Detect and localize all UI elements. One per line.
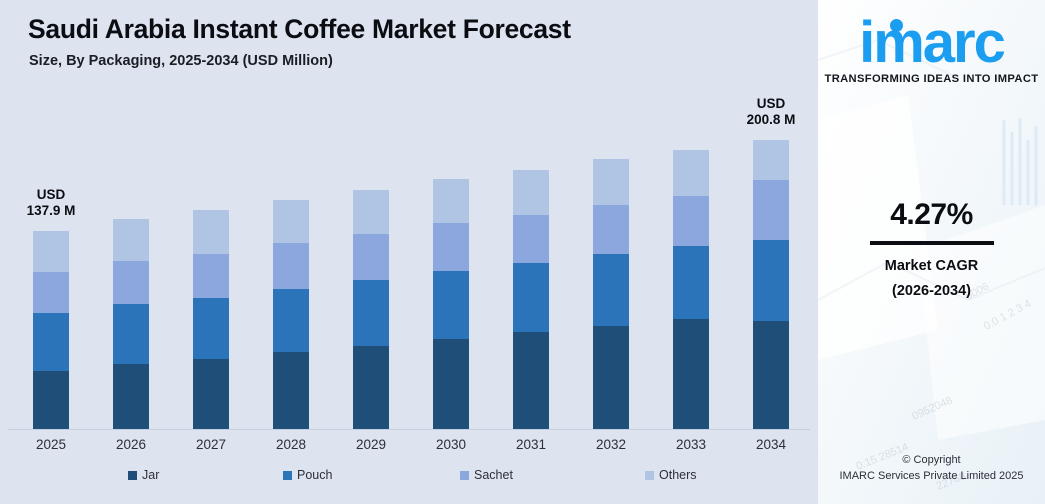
cagr-label: Market CAGR (2026-2034) — [818, 254, 1045, 304]
bar-segment-jar-2029[interactable] — [353, 345, 389, 429]
bar-segment-others-2026[interactable] — [113, 219, 149, 262]
x-axis-label-2031: 2031 — [515, 437, 547, 452]
bar-segment-jar-2033[interactable] — [673, 319, 709, 429]
first-bar-value-line2: 137.9 M — [26, 202, 76, 218]
bar-2026[interactable] — [113, 219, 149, 429]
page-title: Saudi Arabia Instant Coffee Market Forec… — [28, 14, 571, 44]
legend-item-pouch[interactable]: Pouch — [283, 468, 332, 482]
x-axis-label-2025: 2025 — [35, 437, 67, 452]
legend-swatch-jar-icon — [128, 470, 137, 480]
x-axis-label-2032: 2032 — [595, 437, 627, 452]
brand-panel: 5006 0.0 1 2 3 4 0952048 0.15 28514 2276… — [818, 0, 1045, 504]
first-bar-value-line1: USD — [36, 186, 66, 202]
legend-item-sachet[interactable]: Sachet — [460, 468, 513, 482]
first-bar-value-label: USD 137.9 M — [0, 187, 111, 219]
legend-swatch-pouch-icon — [283, 470, 292, 480]
legend-swatch-others-icon — [645, 470, 654, 480]
bar-segment-jar-2025[interactable] — [33, 370, 69, 429]
bar-2032[interactable] — [593, 159, 629, 429]
chart-legend: Jar Pouch Sachet Others — [0, 468, 818, 492]
bar-segment-jar-2034[interactable] — [753, 321, 789, 429]
bar-2031[interactable] — [513, 169, 549, 429]
bar-segment-jar-2032[interactable] — [593, 325, 629, 429]
bar-segment-jar-2026[interactable] — [113, 364, 149, 429]
bar-segment-others-2034[interactable] — [753, 140, 789, 181]
legend-label-others: Others — [659, 468, 697, 482]
bar-segment-sachet-2029[interactable] — [353, 233, 389, 281]
legend-label-pouch: Pouch — [297, 468, 333, 482]
bar-segment-pouch-2027[interactable] — [193, 298, 229, 360]
bar-segment-sachet-2027[interactable] — [193, 253, 229, 299]
bar-segment-others-2027[interactable] — [193, 210, 229, 254]
bar-segment-pouch-2028[interactable] — [273, 289, 309, 353]
bar-segment-pouch-2030[interactable] — [433, 271, 469, 339]
logo-tagline: TRANSFORMING IDEAS INTO IMPACT — [824, 73, 1039, 85]
x-axis-label-2033: 2033 — [675, 437, 707, 452]
x-axis-label-2030: 2030 — [435, 437, 467, 452]
bar-segment-pouch-2034[interactable] — [753, 240, 789, 322]
bar-segment-jar-2027[interactable] — [193, 359, 229, 429]
bar-segment-pouch-2033[interactable] — [673, 245, 709, 320]
chart-panel: Saudi Arabia Instant Coffee Market Forec… — [0, 14, 818, 492]
bar-segment-sachet-2026[interactable] — [113, 261, 149, 305]
bar-segment-others-2031[interactable] — [513, 169, 549, 215]
bar-2029[interactable] — [353, 190, 389, 429]
last-bar-value-label: USD 200.8 M — [711, 96, 831, 128]
bar-segment-pouch-2031[interactable] — [513, 263, 549, 333]
bar-segment-sachet-2025[interactable] — [33, 271, 69, 313]
bar-segment-pouch-2026[interactable] — [113, 304, 149, 365]
stacked-bar-chart: 2025 2026 2027 2028 2029 2030 2031 2032 2033 2034 — [8, 140, 810, 452]
cagr-label-line1: Market CAGR — [884, 258, 979, 274]
x-axis-label-2026: 2026 — [115, 437, 147, 452]
bar-segment-others-2028[interactable] — [273, 200, 309, 244]
bar-segment-others-2030[interactable] — [433, 179, 469, 224]
x-axis-label-2027: 2027 — [195, 437, 227, 452]
x-axis-label-2034: 2034 — [755, 437, 787, 452]
bar-segment-others-2029[interactable] — [353, 190, 389, 234]
legend-label-jar: Jar — [142, 468, 160, 482]
bar-2025[interactable] — [33, 230, 69, 429]
bar-segment-sachet-2034[interactable] — [753, 180, 789, 241]
logo-wordmark: imarc — [859, 10, 1006, 75]
bar-segment-sachet-2028[interactable] — [273, 243, 309, 290]
copyright-line1: © Copyright — [902, 454, 961, 466]
bar-segment-sachet-2031[interactable] — [513, 214, 549, 264]
bar-segment-jar-2028[interactable] — [273, 352, 309, 429]
x-axis-label-2028: 2028 — [275, 437, 307, 452]
bar-segment-others-2032[interactable] — [593, 159, 629, 206]
bar-2033[interactable] — [673, 149, 709, 429]
bar-segment-pouch-2025[interactable] — [33, 312, 69, 371]
legend-item-others[interactable]: Others — [645, 468, 697, 482]
last-bar-value-line2: 200.8 M — [746, 112, 796, 127]
bar-segment-pouch-2032[interactable] — [593, 253, 629, 326]
bar-segment-sachet-2030[interactable] — [433, 223, 469, 272]
bar-segment-sachet-2033[interactable] — [673, 196, 709, 246]
bar-segment-others-2025[interactable] — [33, 230, 69, 272]
last-bar-value-line1: USD — [756, 96, 786, 111]
panel-background-graphic: 5006 0.0 1 2 3 4 0952048 0.15 28514 2276… — [818, 0, 1045, 504]
page-subtitle: Size, By Packaging, 2025-2034 (USD Milli… — [29, 53, 333, 69]
cagr-label-line2: (2026-2034) — [892, 283, 971, 299]
bar-2034[interactable] — [753, 140, 789, 429]
bar-2030[interactable] — [433, 179, 469, 429]
logo-dot-icon — [890, 19, 904, 32]
axis-baseline — [8, 429, 810, 430]
legend-swatch-sachet-icon — [460, 470, 469, 480]
bar-segment-sachet-2032[interactable] — [593, 205, 629, 254]
cagr-divider — [870, 241, 994, 245]
bar-segment-pouch-2029[interactable] — [353, 280, 389, 346]
copyright-notice: © Copyright IMARC Services Private Limit… — [818, 452, 1045, 484]
bar-segment-jar-2031[interactable] — [513, 332, 549, 429]
legend-item-jar[interactable]: Jar — [128, 468, 159, 482]
bar-2027[interactable] — [193, 210, 229, 429]
bar-segment-others-2033[interactable] — [673, 149, 709, 197]
bar-segment-jar-2030[interactable] — [433, 338, 469, 429]
x-axis-label-2029: 2029 — [355, 437, 387, 452]
bar-2028[interactable] — [273, 200, 309, 429]
cagr-value: 4.27% — [890, 198, 973, 231]
legend-label-sachet: Sachet — [474, 468, 513, 482]
imarc-logo: imarc TRANSFORMING IDEAS INTO IMPACT — [818, 10, 1045, 86]
copyright-line2: IMARC Services Private Limited 2025 — [839, 470, 1024, 482]
